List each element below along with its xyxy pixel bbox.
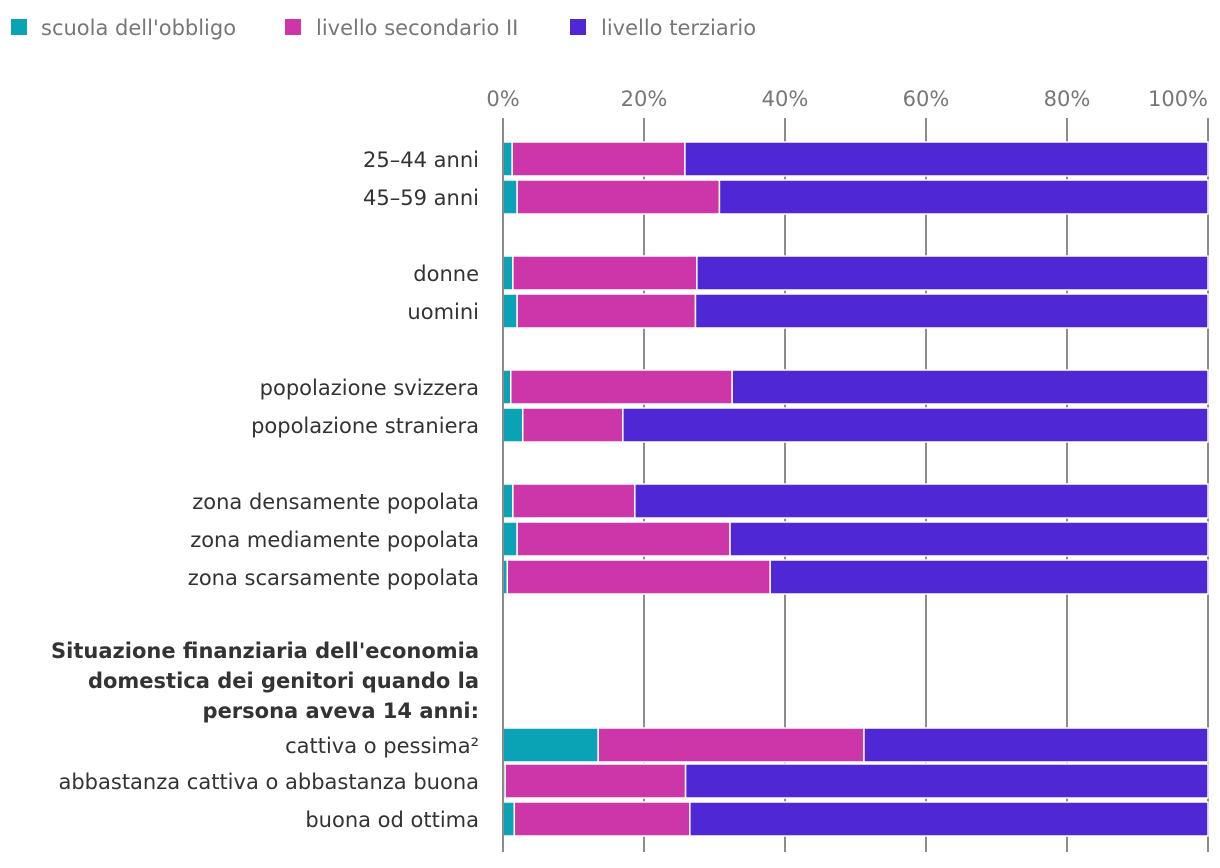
category-label: abbastanza cattiva o abbastanza buona	[58, 770, 479, 794]
category-label: zona mediamente popolata	[190, 528, 479, 552]
x-tick-label: 60%	[903, 87, 950, 111]
bar-segment-tertiary	[769, 559, 1209, 595]
bar-segment-tertiary	[684, 763, 1209, 799]
bar-segment-tertiary	[718, 179, 1209, 215]
x-axis-ticks: 0% 20% 40% 60% 80% 100%	[486, 87, 1208, 111]
x-tick-label: 40%	[762, 87, 809, 111]
bar-segment-tertiary	[684, 141, 1209, 177]
category-label: 25–44 anni	[363, 148, 479, 172]
category-label: uomini	[407, 300, 479, 324]
category-label: zona scarsamente popolata	[188, 566, 479, 590]
bar-segment-compulsory	[502, 521, 518, 557]
x-tick-label: 100%	[1148, 87, 1208, 111]
legend-label-tertiary: livello terziario	[601, 16, 756, 40]
bar-segment-compulsory	[502, 407, 524, 443]
bar-segment-tertiary	[694, 293, 1209, 329]
legend: scuola dell'obbligo livello secondario I…	[11, 16, 756, 40]
group-heading-line-1: Situazione finanziaria dell'economia	[51, 639, 479, 663]
bar-segment-secondary	[512, 483, 636, 519]
bar-segment-secondary	[510, 369, 733, 405]
bar-segment-secondary	[516, 179, 721, 215]
bar-segment-compulsory	[502, 727, 599, 763]
legend-swatch-compulsory	[11, 19, 27, 35]
x-tick-label: 80%	[1044, 87, 1091, 111]
category-label: 45–59 anni	[363, 186, 479, 210]
bars	[502, 141, 1209, 837]
bar-segment-secondary	[513, 801, 691, 837]
bar-segment-secondary	[512, 255, 698, 291]
legend-swatch-secondary	[285, 19, 301, 35]
bar-segment-compulsory	[502, 255, 514, 291]
bar-segment-compulsory	[502, 483, 514, 519]
x-tick-label: 0%	[486, 87, 519, 111]
bar-segment-secondary	[516, 521, 731, 557]
bar-segment-secondary	[597, 727, 865, 763]
bar-segment-tertiary	[634, 483, 1209, 519]
category-label: zona densamente popolata	[192, 490, 479, 514]
category-label: donne	[413, 262, 479, 286]
bar-segment-compulsory	[502, 141, 513, 177]
bar-segment-tertiary	[729, 521, 1209, 557]
legend-swatch-tertiary	[570, 19, 586, 35]
legend-label-secondary: livello secondario II	[316, 16, 518, 40]
bar-segment-compulsory	[502, 179, 518, 215]
bar-segment-tertiary	[622, 407, 1209, 443]
legend-label-compulsory: scuola dell'obbligo	[41, 16, 236, 40]
bar-segment-tertiary	[731, 369, 1209, 405]
category-label: cattiva o pessima²	[285, 734, 479, 758]
bar-segment-compulsory	[502, 293, 518, 329]
x-tick-label: 20%	[621, 87, 668, 111]
group-heading-line-2: domestica dei genitori quando la	[88, 669, 479, 693]
category-labels: 25–44 anni 45–59 anni donne uomini popolazio…	[58, 148, 479, 832]
category-label: popolazione straniera	[251, 414, 479, 438]
bar-segment-secondary	[516, 293, 697, 329]
bar-segment-secondary	[506, 559, 771, 595]
bar-segment-secondary	[521, 407, 624, 443]
category-label: popolazione svizzera	[260, 376, 479, 400]
bar-segment-tertiary	[696, 255, 1209, 291]
bar-segment-secondary	[504, 763, 687, 799]
bar-segment-secondary	[511, 141, 686, 177]
group-heading-line-3: persona aveva 14 anni:	[203, 699, 479, 723]
category-label: buona od ottima	[305, 808, 479, 832]
bar-segment-compulsory	[502, 369, 512, 405]
bar-segment-tertiary	[689, 801, 1209, 837]
bar-segment-tertiary	[863, 727, 1209, 763]
group-heading: Situazione finanziaria dell'economia dom…	[51, 639, 479, 723]
bar-segment-compulsory	[502, 801, 516, 837]
